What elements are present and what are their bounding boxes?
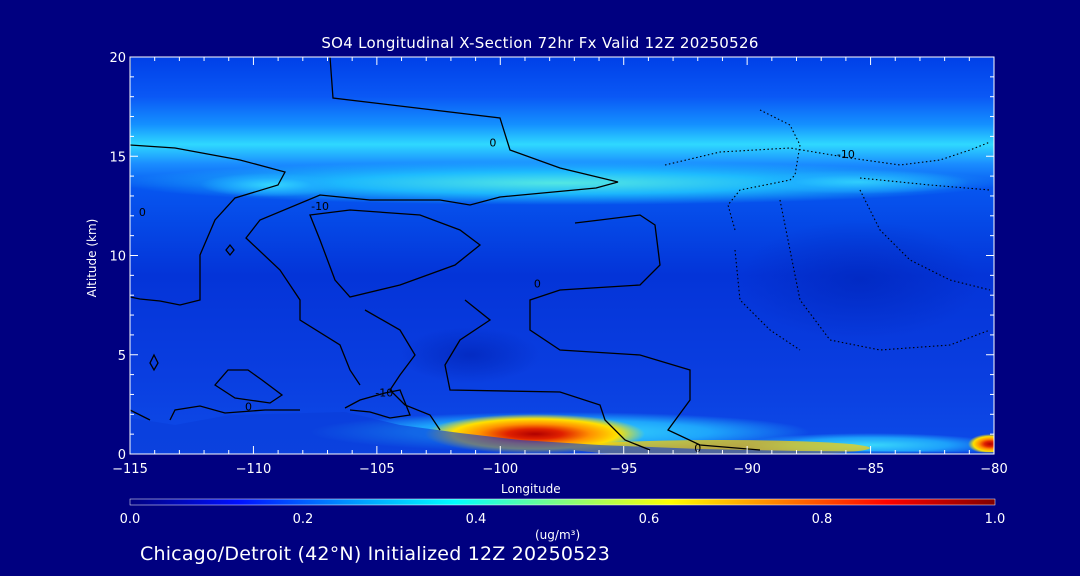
colorbar-tick-label: 0.0 bbox=[119, 512, 141, 527]
contour-label: -10 bbox=[311, 200, 329, 213]
contour-line bbox=[734, 249, 801, 351]
colorbar-tick-label: 0.2 bbox=[292, 512, 314, 527]
y-tick-label: 5 bbox=[118, 349, 126, 364]
colorbar-label: (ug/m³) bbox=[535, 528, 581, 542]
colorbar bbox=[130, 499, 995, 505]
mid-low-region bbox=[740, 220, 980, 340]
contour-line bbox=[344, 389, 411, 419]
contour-line bbox=[364, 309, 441, 431]
contour-label: 0 bbox=[489, 136, 496, 149]
contour-lines bbox=[130, 57, 761, 451]
contour-line bbox=[130, 144, 286, 306]
x-tick-label: −100 bbox=[482, 462, 518, 477]
upper-layer-core-east bbox=[750, 170, 970, 194]
contour-line bbox=[169, 405, 300, 421]
mid-low-region-2 bbox=[400, 327, 540, 383]
contour-line bbox=[309, 209, 482, 298]
footer-caption: Chicago/Detroit (42°N) Initialized 12Z 2… bbox=[140, 543, 611, 565]
x-tick-label: −90 bbox=[733, 462, 760, 477]
contour-line bbox=[779, 199, 991, 351]
x-tick-label: −95 bbox=[610, 462, 637, 477]
x-tick-label: −110 bbox=[236, 462, 272, 477]
contour-line bbox=[727, 109, 801, 231]
colorbar-tick-label: 0.6 bbox=[638, 512, 660, 527]
contour-label: 0 bbox=[694, 442, 701, 455]
y-tick-label: 0 bbox=[118, 448, 126, 463]
x-tick-label: −115 bbox=[112, 462, 148, 477]
contour-line bbox=[444, 299, 651, 451]
chart-title: SO4 Longitudinal X-Section 72hr Fx Valid… bbox=[321, 34, 759, 52]
terrain bbox=[130, 412, 994, 454]
surface-edge-plume bbox=[968, 434, 994, 454]
contour-line bbox=[245, 57, 619, 386]
contour-label: 0 bbox=[534, 277, 541, 290]
contour-line bbox=[214, 369, 284, 404]
y-axis-label: Altitude (km) bbox=[85, 218, 99, 298]
y-tick-label: 10 bbox=[109, 250, 126, 265]
colorbar-tick-label: 0.4 bbox=[465, 512, 487, 527]
colorbar-frame bbox=[129, 498, 996, 506]
colorbar-tick-label: 0.8 bbox=[811, 512, 833, 527]
x-axis-label: Longitude bbox=[501, 482, 561, 496]
x-tick-label: −105 bbox=[359, 462, 395, 477]
contour-line bbox=[130, 409, 151, 421]
y-tick-label: 15 bbox=[109, 150, 126, 165]
contour-line bbox=[149, 353, 159, 372]
contour-line bbox=[225, 243, 235, 257]
upper-layer-band bbox=[130, 161, 994, 205]
contour-label: -10 bbox=[375, 386, 393, 399]
contour-label: -10 bbox=[837, 148, 855, 161]
x-tick-label: −80 bbox=[980, 462, 1007, 477]
contour-label: 0 bbox=[139, 206, 146, 219]
x-tick-label: −85 bbox=[857, 462, 884, 477]
contour-label: 0 bbox=[245, 400, 252, 413]
contour-line bbox=[664, 141, 991, 166]
dotted-contours bbox=[664, 109, 991, 351]
axes: −115 −110 −105 −100 −95 −90 −85 −80 0 5 10 15 20 bbox=[109, 51, 1007, 477]
y-tick-label: 20 bbox=[109, 51, 126, 66]
contour-line bbox=[529, 214, 761, 451]
plot-area: 0 -10 -10 0 0 -10 0 0 bbox=[130, 57, 994, 455]
colorbar-tick-label: 1.0 bbox=[984, 512, 1006, 527]
contour-labels: 0 -10 -10 0 0 -10 0 0 bbox=[139, 136, 855, 455]
upper-layer-core bbox=[200, 173, 340, 197]
